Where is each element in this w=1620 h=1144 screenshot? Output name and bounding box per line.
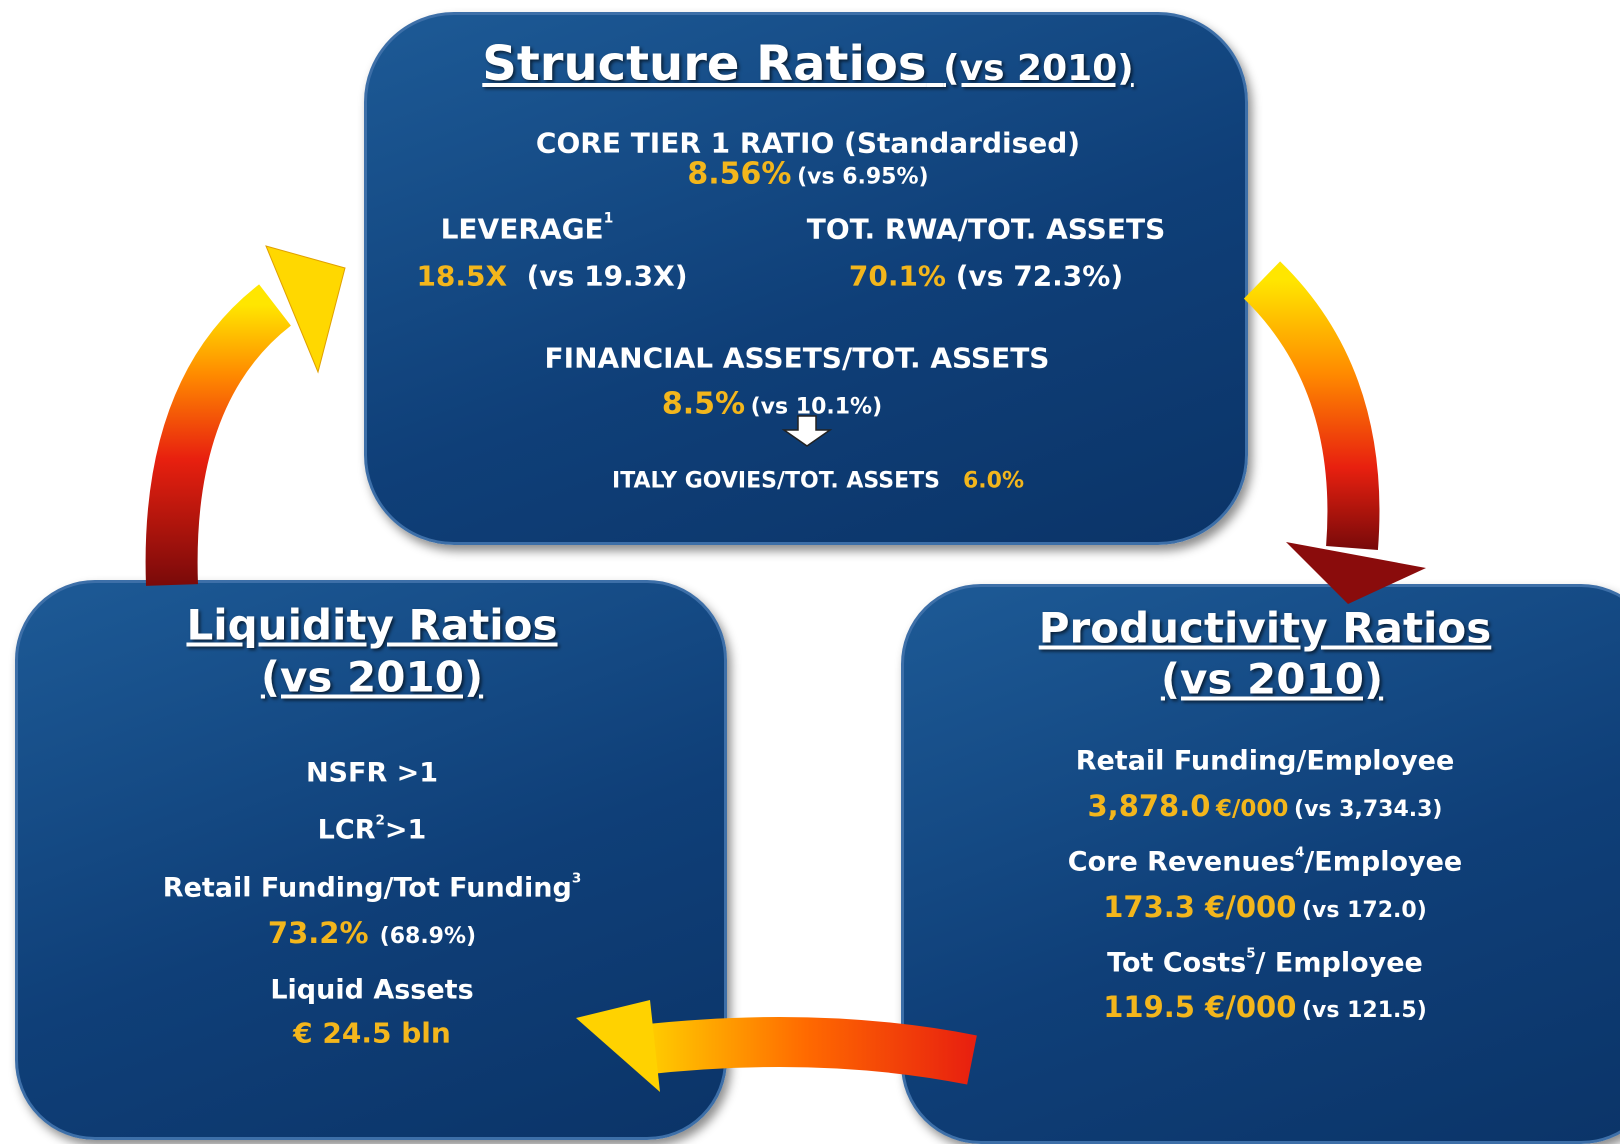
value: 6.0% [962,468,1024,494]
structure-box [364,12,1248,545]
row: 8.5% (vs 10.1%) [662,387,882,422]
unit: €/000 [1216,796,1289,822]
note: 5 [1246,945,1256,962]
row: Retail Funding/Tot Funding3 [162,870,582,904]
row: 3,878.0 €/000 (vs 3,734.3) [1088,789,1443,823]
suffix: >1 [384,814,427,846]
subtitle: (vs 2010) [943,48,1134,89]
compare: (vs 3,734.3) [1294,797,1443,822]
value: 8.56% [687,156,792,192]
productivity-subtitle: (vs 2010) [1160,654,1384,704]
value: 18.5X [416,259,508,293]
liquidity-title: Liquidity Ratios [186,600,558,650]
row: LEVERAGE1 [440,210,614,246]
value: 70.1% [848,259,946,293]
value: 73.2% [267,916,369,950]
note: 3 [571,870,582,887]
value: 119.5 €/000 [1103,990,1297,1024]
compare: (vs 172.0) [1301,898,1427,923]
note: 4 [1295,844,1305,861]
row: 18.5X (vs 19.3X) [416,260,687,293]
row: 70.1% (vs 72.3%) [849,260,1123,293]
value: 173.3 €/000 [1103,890,1297,924]
arrow-left-head [265,245,346,374]
label: LEVERAGE [440,212,604,246]
label: FINANCIAL ASSETS/TOT. ASSETS [544,341,1050,375]
label: TOT. RWA/TOT. ASSETS [806,212,1166,246]
productivity-box [901,584,1620,1144]
label: CORE TIER 1 RATIO (Standardised) [535,126,1081,160]
structure-title: Structure Ratios (vs 2010) [482,36,1133,92]
title: Structure Ratios [482,36,927,92]
label: ITALY GOVIES/TOT. ASSETS [612,468,940,494]
label: Retail Funding/Tot Funding [162,872,572,904]
suffix: /Employee [1304,846,1463,878]
row: 8.56% (vs 6.95%) [687,157,928,192]
value: 3,878.0 [1087,789,1211,823]
label: Retail Funding/Employee [1075,745,1455,777]
suffix: / Employee [1255,947,1423,979]
label: NSFR >1 [305,757,439,789]
label: Core Revenues [1067,846,1296,878]
compare: (vs 72.3%) [955,259,1124,293]
label: Tot Costs [1107,947,1247,979]
value: 8.5% [661,386,746,422]
note: 2 [375,812,385,829]
arrow-right [1243,261,1380,550]
compare: (vs 10.1%) [750,394,883,420]
note: 1 [603,210,614,227]
row: 73.2% (68.9%) [268,916,476,950]
arrow-left [145,284,292,586]
productivity-title: Productivity Ratios [1038,603,1492,653]
compare: (vs 19.3X) [526,259,688,293]
row: ITALY GOVIES/TOT. ASSETS 6.0% [612,469,1024,494]
row: 119.5 €/000 (vs 121.5) [1103,990,1427,1024]
compare: (vs 121.5) [1301,998,1427,1023]
row: Core Revenues4/Employee [1067,844,1463,878]
row: 173.3 €/000 (vs 172.0) [1103,890,1427,924]
compare: (68.9%) [379,924,477,949]
row: Tot Costs5/ Employee [1107,945,1423,979]
page: Structure Ratios (vs 2010) CORE TIER 1 R… [15,12,1620,1144]
value: € 24.5 bln [293,1016,451,1050]
label: Liquid Assets [270,974,474,1006]
row: LCR2>1 [317,812,427,846]
label: LCR [317,814,376,846]
liquidity-subtitle: (vs 2010) [260,652,484,702]
compare: (vs 6.95%) [797,164,929,190]
